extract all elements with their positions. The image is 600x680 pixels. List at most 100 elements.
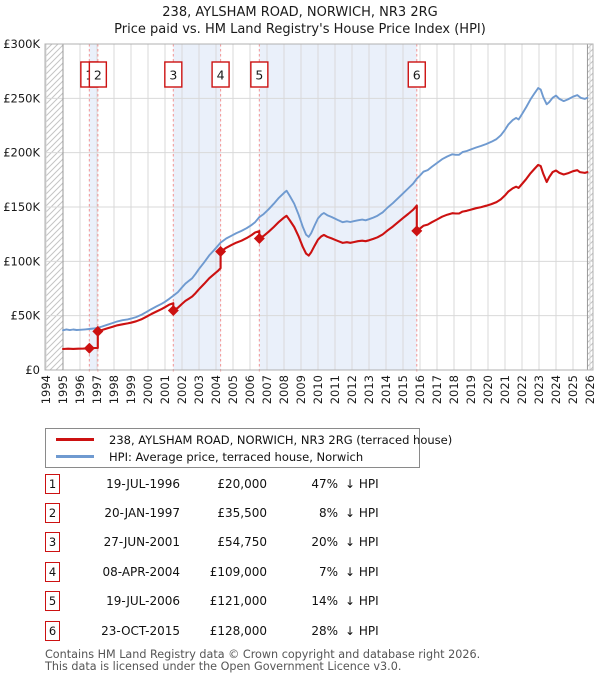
transaction-hpi-percent: 20%: [311, 535, 338, 550]
x-tick-label: 1996: [73, 375, 87, 404]
x-tick-label: 2018: [447, 375, 461, 404]
x-tick-label: 1999: [124, 375, 138, 404]
x-tick-label: 2017: [430, 375, 444, 404]
sale-number-label: 3: [169, 68, 177, 83]
transaction-number-badge: 5: [45, 591, 60, 612]
y-tick-label: £150K: [3, 200, 40, 214]
transaction-number-badge: 3: [45, 532, 60, 553]
transaction-hpi-percent: 14%: [311, 594, 338, 609]
x-tick-label: 1994: [39, 375, 53, 404]
x-tick-label: 2004: [209, 375, 223, 404]
transaction-row: 3 27-JUN-2001 £54,750 20% ↓ HPI: [45, 528, 465, 557]
x-tick-label: 2016: [413, 375, 427, 404]
sale-marker: [215, 246, 227, 258]
sale-number-label: 6: [413, 68, 421, 83]
property-line: [61, 163, 589, 351]
x-axis-labels: 1994 1995 1996 1997 1998 1999 2000 2001 2002 2003…: [39, 375, 597, 404]
x-tick-label: 2003: [192, 375, 206, 404]
footer-line-2: This data is licensed under the Open Gov…: [45, 659, 402, 673]
sale-marker: [411, 225, 423, 237]
legend-label: HPI: Average price, terraced house, Norw…: [109, 449, 364, 464]
x-tick-label: 1995: [56, 375, 70, 404]
sale-number-label: 2: [94, 68, 102, 83]
sale-date-lines: [88, 44, 418, 374]
footer-line-1: Contains HM Land Registry data © Crown c…: [45, 648, 481, 661]
transaction-date: 19-JUL-1996: [106, 476, 180, 491]
x-tick-label: 2024: [549, 375, 563, 404]
footer: Contains HM Land Registry data © Crown c…: [45, 649, 480, 672]
transaction-number-badge: 2: [45, 503, 60, 524]
legend-item-property: 238, AYLSHAM ROAD, NORWICH, NR3 2RG (ter…: [46, 431, 452, 448]
transaction-number-badge: 1: [45, 473, 60, 494]
sale-number-box: [88, 61, 108, 88]
hpi-line: [62, 87, 589, 332]
y-tick-label: £300K: [3, 37, 40, 51]
y-tick-label: £200K: [3, 146, 40, 160]
transaction-date: 20-JAN-1997: [104, 506, 180, 521]
plot-area: 123456£0£50K£100K£150K£200K£250K£300K199…: [3, 37, 597, 404]
x-tick-label: 2023: [532, 375, 546, 404]
sale-number-box: [164, 61, 183, 88]
transaction-price: £20,000: [217, 476, 267, 491]
transaction-row: 4 08-APR-2004 £109,000 7% ↓ HPI: [45, 557, 465, 586]
x-tick-label: 2011: [328, 375, 342, 404]
sale-number-label: 5: [255, 68, 263, 83]
chart-title: 238, AYLSHAM ROAD, NORWICH, NR3 2RG: [162, 5, 437, 20]
y-axis-labels: £0 £50K £100K £150K £200K £250K £300K: [3, 37, 40, 377]
x-tick-label: 2000: [141, 375, 155, 404]
sale-number-label: 4: [217, 68, 225, 83]
x-tick-label: 2025: [566, 375, 580, 404]
x-tick-label: 2001: [158, 375, 172, 404]
sale-number-box: [250, 61, 269, 88]
transaction-hpi-direction: ↓ HPI: [345, 506, 379, 521]
transaction-number-badge: 4: [45, 561, 60, 582]
x-tick-label: 2009: [294, 375, 308, 404]
property-line-swatch: [56, 438, 94, 441]
transaction-hpi-direction: ↓ HPI: [345, 564, 379, 579]
plot-border: [44, 43, 594, 371]
transaction-price: £121,000: [209, 594, 267, 609]
x-tick-label: 2008: [277, 375, 291, 404]
transaction-hpi-percent: 7%: [318, 564, 338, 579]
transaction-date: 23-OCT-2015: [101, 623, 180, 638]
chart-subtitle: Price paid vs. HM Land Registry's House …: [114, 22, 486, 37]
transaction-table: 1 19-JUL-1996 £20,000 47% ↓ HPI 2 20-JAN-1997 £…: [45, 469, 465, 645]
x-tick-label: 2019: [464, 375, 478, 404]
x-tick-label: 2002: [175, 375, 189, 404]
legend: 238, AYLSHAM ROAD, NORWICH, NR3 2RG (ter…: [45, 428, 452, 468]
transaction-hpi-percent: 47%: [311, 476, 338, 491]
y-tick-label: £50K: [11, 309, 41, 323]
sale-number-box: [407, 61, 426, 88]
x-tick-label: 2007: [260, 375, 274, 404]
transaction-date: 27-JUN-2001: [103, 535, 180, 550]
x-tick-label: 2026: [583, 375, 597, 404]
x-tick-label: 2020: [481, 375, 495, 404]
transaction-date: 08-APR-2004: [102, 564, 180, 579]
transaction-row: 5 19-JUL-2006 £121,000 14% ↓ HPI: [45, 587, 465, 616]
price-chart: 238, AYLSHAM ROAD, NORWICH, NR3 2RG Pric…: [3, 5, 597, 404]
x-tick-label: 2013: [362, 375, 376, 404]
y-tick-label: £250K: [3, 91, 40, 105]
x-tick-label: 2015: [396, 375, 410, 404]
hpi-line-swatch: [56, 455, 94, 458]
series-lines: [61, 87, 589, 351]
transaction-price: £128,000: [209, 623, 267, 638]
legend-item-hpi: HPI: Average price, terraced house, Norw…: [46, 448, 419, 465]
transaction-row: 6 23-OCT-2015 £128,000 28% ↓ HPI: [45, 616, 465, 645]
x-tick-label: 2012: [345, 375, 359, 404]
sale-marker: [83, 342, 95, 354]
x-tick-label: 2010: [311, 375, 325, 404]
x-tick-label: 2005: [226, 375, 240, 404]
sale-markers: [83, 225, 423, 354]
sale-marker: [253, 233, 265, 245]
transaction-hpi-percent: 8%: [318, 506, 338, 521]
transaction-row: 2 20-JAN-1997 £35,500 8% ↓ HPI: [45, 498, 465, 527]
sale-number-box: [211, 61, 230, 88]
transaction-number-badge: 6: [45, 620, 60, 641]
y-tick-label: £0: [25, 363, 40, 377]
x-tick-label: 2021: [498, 375, 512, 404]
x-tick-label: 1998: [107, 375, 121, 404]
transaction-date: 19-JUL-2006: [106, 594, 180, 609]
transaction-hpi-direction: ↓ HPI: [345, 594, 379, 609]
